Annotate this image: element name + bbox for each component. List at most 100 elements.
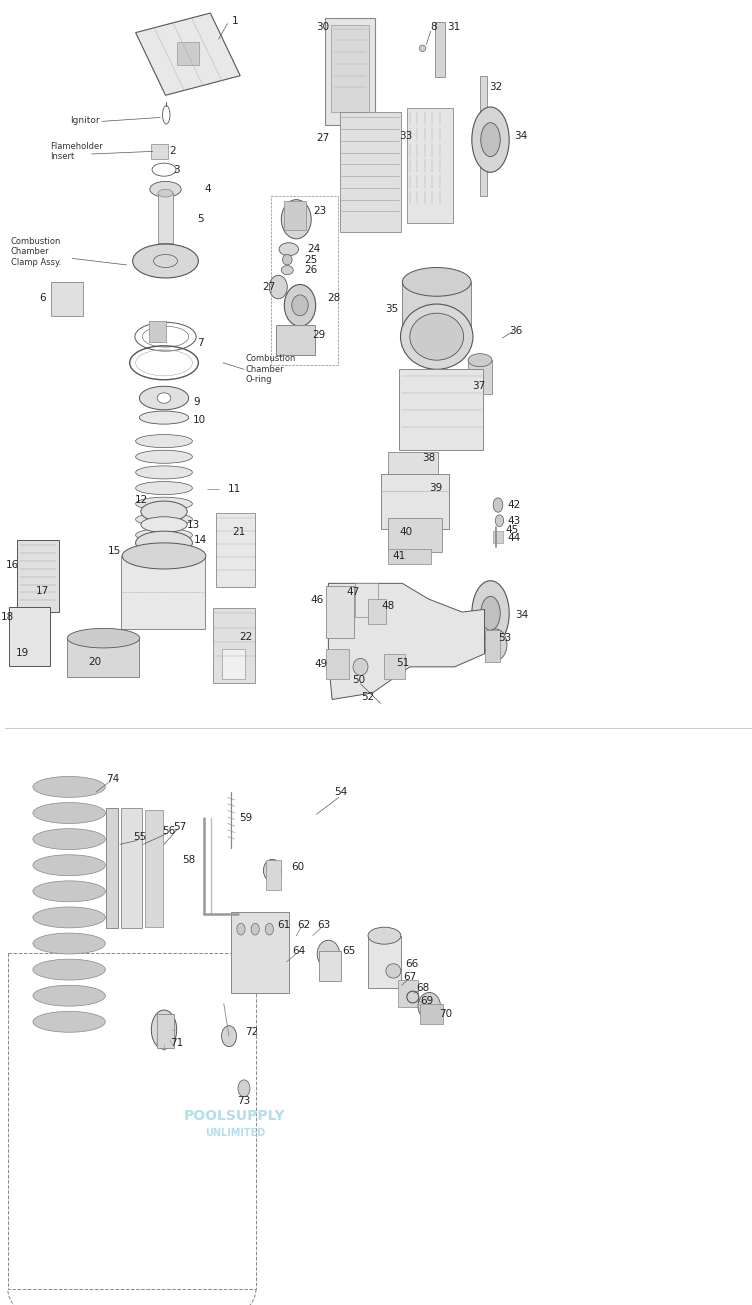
Ellipse shape <box>135 544 193 557</box>
Text: 45: 45 <box>505 525 519 535</box>
Text: 26: 26 <box>305 265 318 275</box>
Text: 33: 33 <box>399 130 412 141</box>
Ellipse shape <box>410 313 464 360</box>
Ellipse shape <box>368 927 401 945</box>
Text: Ignitor: Ignitor <box>71 116 100 124</box>
Bar <box>368 599 386 624</box>
Bar <box>480 76 487 196</box>
Text: 39: 39 <box>429 483 443 493</box>
Text: 34: 34 <box>514 130 527 141</box>
Ellipse shape <box>472 107 509 172</box>
Bar <box>331 25 369 112</box>
Ellipse shape <box>135 435 193 448</box>
Text: 27: 27 <box>262 282 275 292</box>
Text: 8: 8 <box>430 22 437 33</box>
Bar <box>266 860 281 890</box>
Ellipse shape <box>251 924 259 934</box>
Text: 74: 74 <box>106 774 119 784</box>
Text: 58: 58 <box>182 855 196 865</box>
Ellipse shape <box>238 1079 250 1096</box>
Text: 73: 73 <box>238 1096 250 1107</box>
Text: 21: 21 <box>232 527 245 538</box>
Text: 42: 42 <box>508 500 521 510</box>
Polygon shape <box>135 13 240 95</box>
Text: 3: 3 <box>174 164 180 175</box>
Text: 40: 40 <box>399 527 413 538</box>
Ellipse shape <box>292 295 308 316</box>
Ellipse shape <box>481 596 500 630</box>
Text: 30: 30 <box>317 22 329 33</box>
Bar <box>177 42 199 65</box>
Ellipse shape <box>139 386 189 410</box>
Bar <box>325 18 374 125</box>
Text: 38: 38 <box>422 453 435 463</box>
Text: 32: 32 <box>489 82 502 93</box>
Text: 48: 48 <box>381 600 395 611</box>
Bar <box>388 549 431 564</box>
Text: 7: 7 <box>197 338 204 348</box>
Ellipse shape <box>135 482 193 495</box>
Ellipse shape <box>468 354 492 367</box>
Bar <box>407 108 453 223</box>
Text: POOLSUPPLY: POOLSUPPLY <box>184 1109 286 1122</box>
Text: 59: 59 <box>240 813 253 823</box>
Bar <box>326 586 353 638</box>
Bar <box>381 474 450 529</box>
Bar <box>468 360 492 394</box>
Text: Combustion
Chamber
Clamp Assy.: Combustion Chamber Clamp Assy. <box>11 238 61 266</box>
Ellipse shape <box>265 924 274 934</box>
Ellipse shape <box>418 993 441 1021</box>
Polygon shape <box>17 540 59 612</box>
Ellipse shape <box>135 497 193 510</box>
Text: 66: 66 <box>405 959 419 970</box>
Ellipse shape <box>281 266 293 275</box>
Ellipse shape <box>33 959 105 980</box>
Polygon shape <box>329 583 484 699</box>
Text: 36: 36 <box>509 326 523 337</box>
Ellipse shape <box>132 244 199 278</box>
Bar <box>340 112 401 232</box>
Ellipse shape <box>158 189 173 197</box>
Text: 50: 50 <box>352 675 365 685</box>
Ellipse shape <box>135 529 193 542</box>
Ellipse shape <box>386 963 401 979</box>
Ellipse shape <box>33 855 105 876</box>
Text: 35: 35 <box>385 304 399 315</box>
Text: 27: 27 <box>317 133 330 144</box>
Bar <box>326 649 349 679</box>
Text: 43: 43 <box>508 515 521 526</box>
Text: 6: 6 <box>39 292 46 303</box>
Text: 47: 47 <box>347 587 359 598</box>
Text: 2: 2 <box>170 146 176 157</box>
Ellipse shape <box>135 466 193 479</box>
Bar <box>435 22 445 77</box>
Polygon shape <box>9 607 50 666</box>
Text: 69: 69 <box>420 996 434 1006</box>
Ellipse shape <box>157 393 171 403</box>
Ellipse shape <box>33 803 105 823</box>
Ellipse shape <box>353 659 368 676</box>
Text: 55: 55 <box>133 831 146 842</box>
Bar <box>149 321 165 342</box>
Ellipse shape <box>472 581 509 646</box>
Text: 60: 60 <box>291 861 305 872</box>
Text: 41: 41 <box>392 551 405 561</box>
Text: 37: 37 <box>472 381 485 392</box>
Text: 9: 9 <box>193 397 200 407</box>
Text: 18: 18 <box>1 612 14 622</box>
Ellipse shape <box>135 450 193 463</box>
Text: 20: 20 <box>88 656 101 667</box>
Text: 28: 28 <box>327 292 340 303</box>
Text: 4: 4 <box>205 184 211 194</box>
Bar <box>151 144 168 159</box>
Bar <box>388 452 438 482</box>
Text: 5: 5 <box>197 214 204 224</box>
Ellipse shape <box>222 1026 236 1047</box>
Text: 13: 13 <box>186 519 200 530</box>
Bar <box>107 808 118 928</box>
Text: 65: 65 <box>342 946 355 957</box>
Text: 19: 19 <box>16 647 29 658</box>
Ellipse shape <box>263 860 281 882</box>
Ellipse shape <box>284 284 316 326</box>
Ellipse shape <box>493 499 503 513</box>
